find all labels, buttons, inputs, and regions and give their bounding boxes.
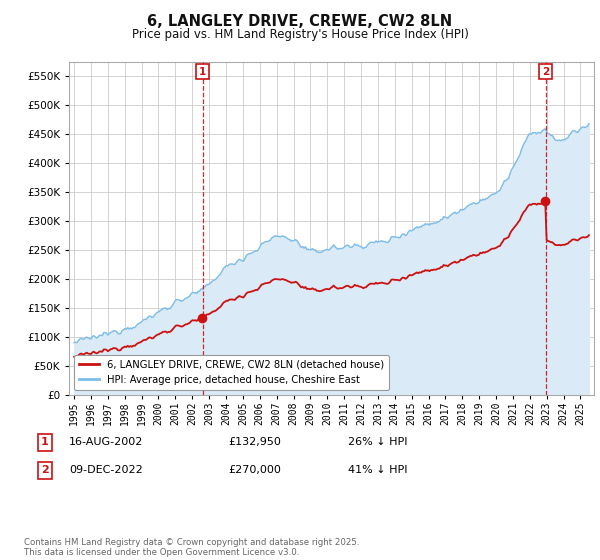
Text: 09-DEC-2022: 09-DEC-2022 — [69, 465, 143, 475]
Text: 26% ↓ HPI: 26% ↓ HPI — [348, 437, 407, 447]
Text: 2: 2 — [41, 465, 49, 475]
Text: £132,950: £132,950 — [228, 437, 281, 447]
Text: 1: 1 — [199, 67, 206, 77]
Text: 41% ↓ HPI: 41% ↓ HPI — [348, 465, 407, 475]
Text: Price paid vs. HM Land Registry's House Price Index (HPI): Price paid vs. HM Land Registry's House … — [131, 28, 469, 41]
Legend: 6, LANGLEY DRIVE, CREWE, CW2 8LN (detached house), HPI: Average price, detached : 6, LANGLEY DRIVE, CREWE, CW2 8LN (detach… — [74, 355, 389, 390]
Text: Contains HM Land Registry data © Crown copyright and database right 2025.
This d: Contains HM Land Registry data © Crown c… — [24, 538, 359, 557]
Text: 2: 2 — [542, 67, 550, 77]
Text: 1: 1 — [41, 437, 49, 447]
Text: 16-AUG-2002: 16-AUG-2002 — [69, 437, 143, 447]
Text: 6, LANGLEY DRIVE, CREWE, CW2 8LN: 6, LANGLEY DRIVE, CREWE, CW2 8LN — [148, 14, 452, 29]
Text: £270,000: £270,000 — [228, 465, 281, 475]
